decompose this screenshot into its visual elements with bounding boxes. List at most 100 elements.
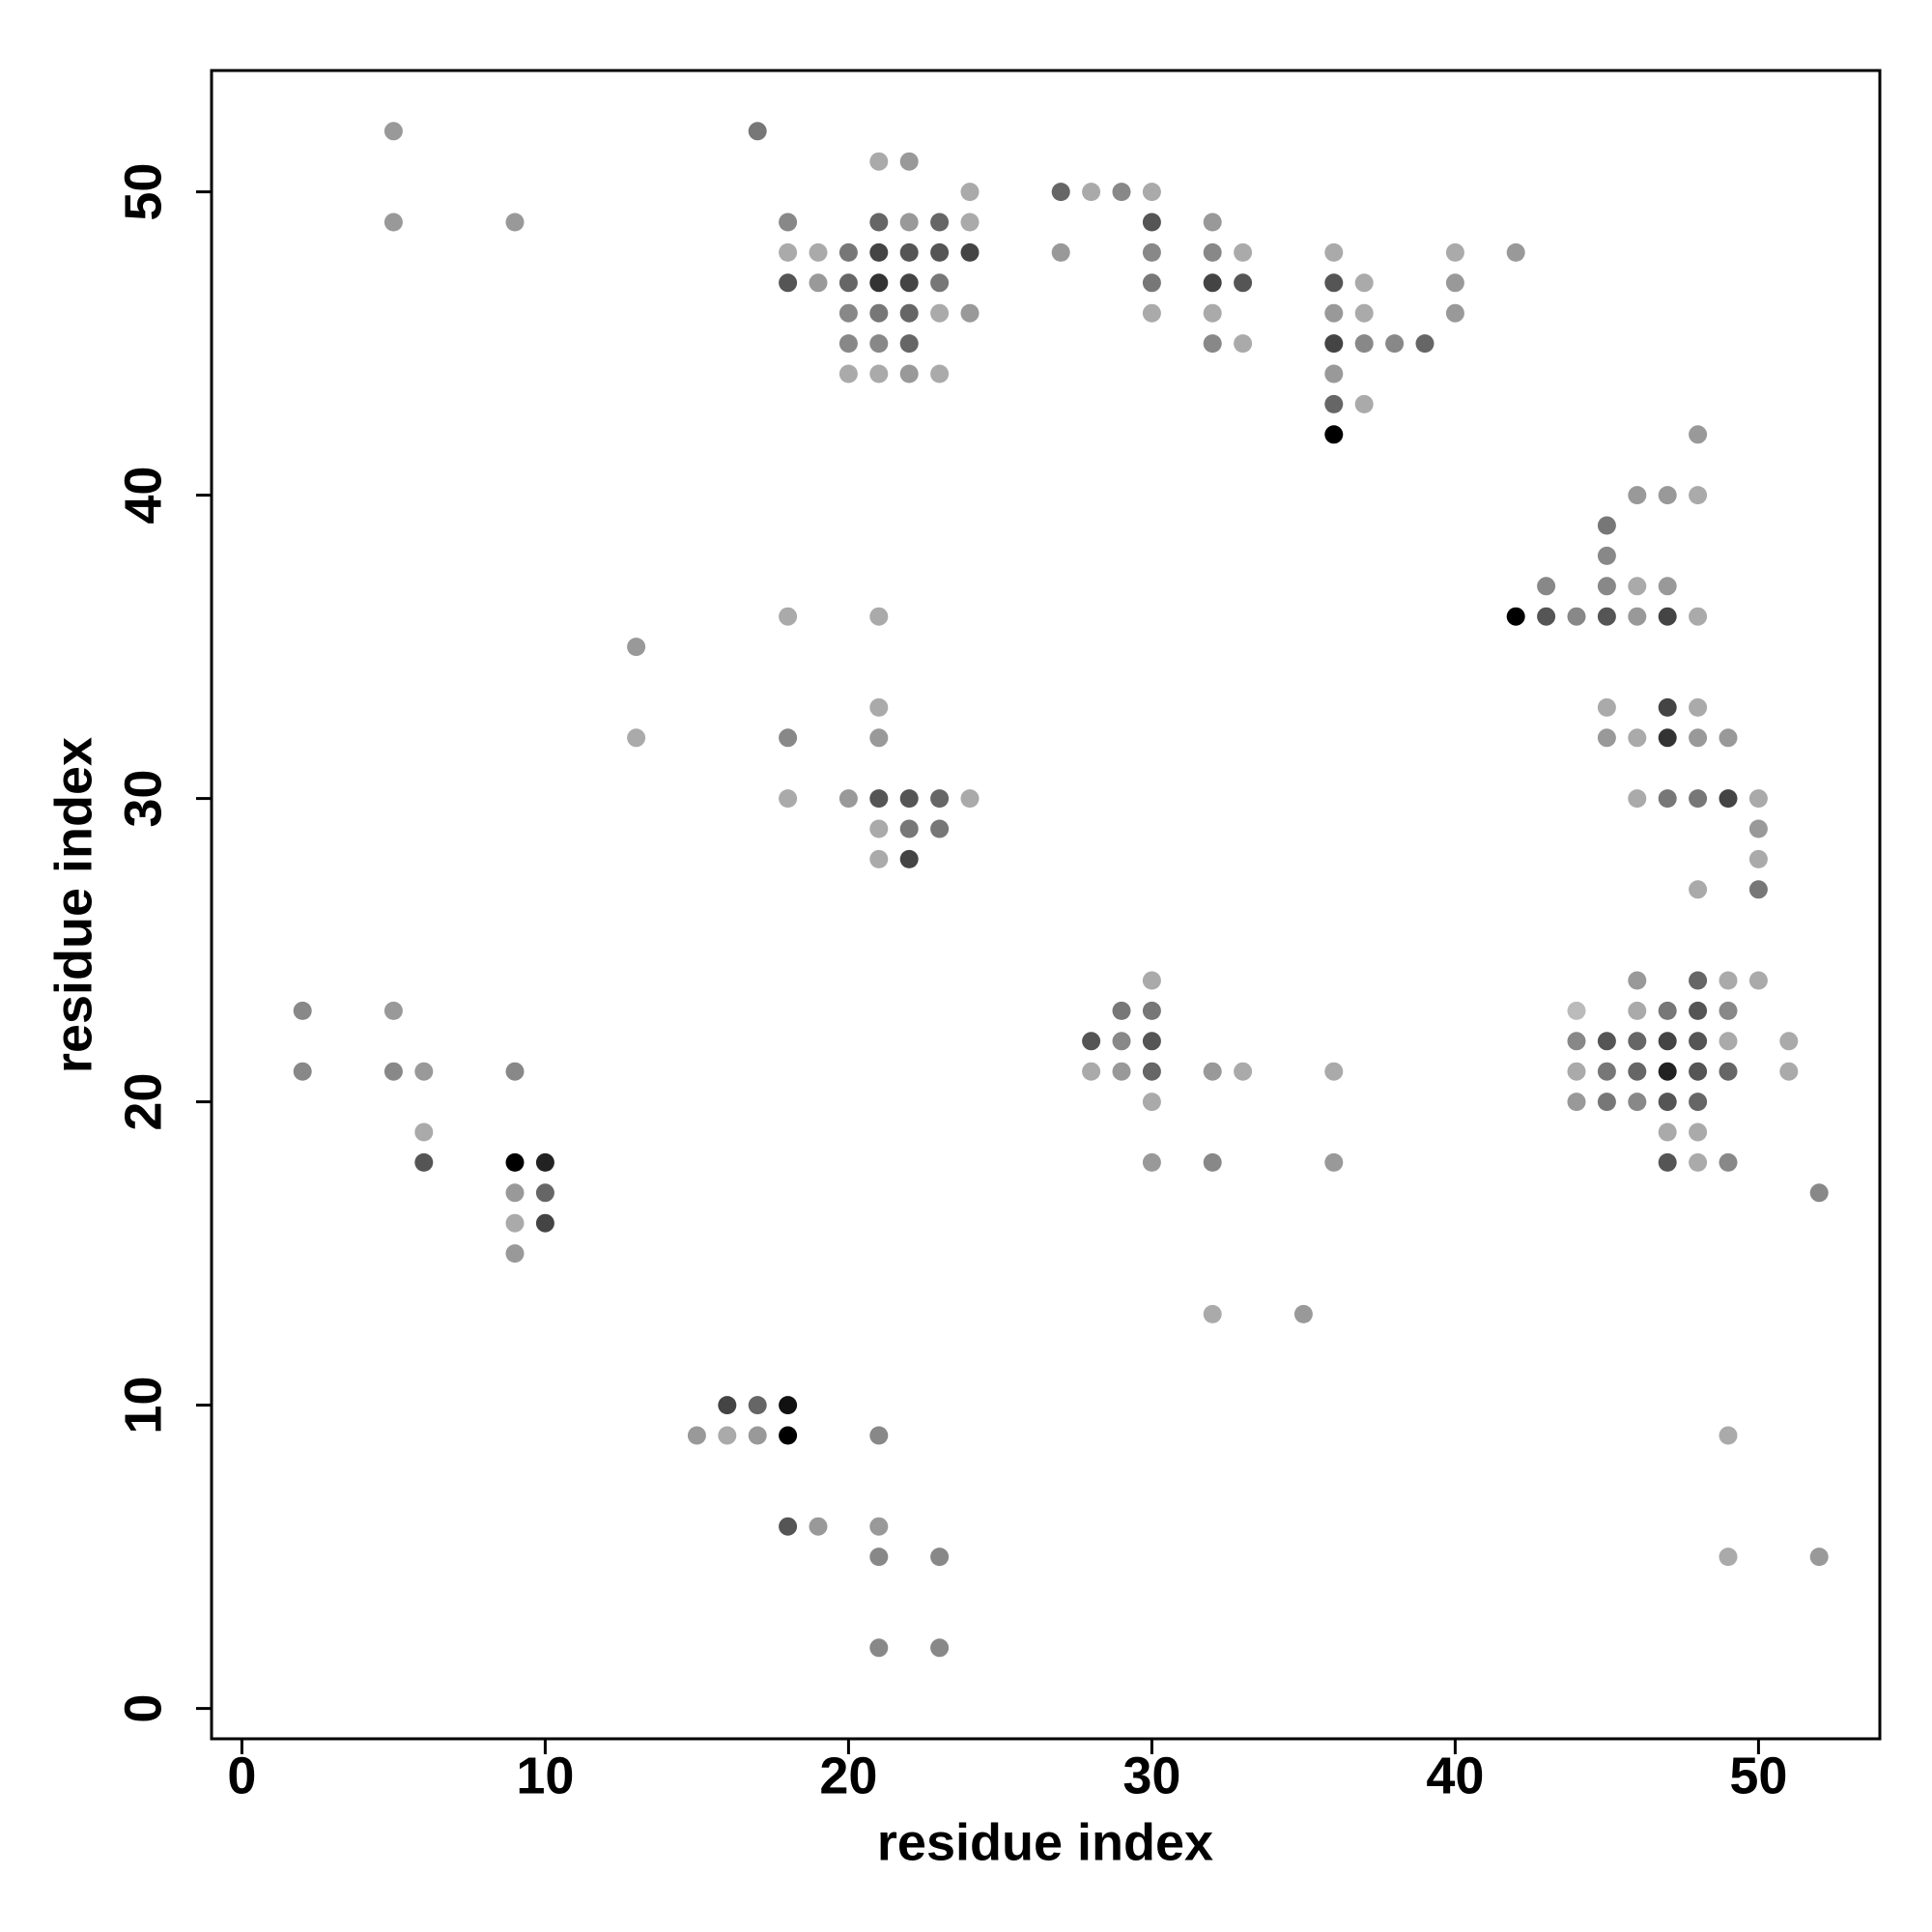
point (1809, 1548, 1829, 1567)
point (1142, 1001, 1161, 1020)
point (779, 213, 798, 232)
point (1658, 1152, 1677, 1172)
point (1324, 242, 1344, 262)
point (1779, 1062, 1799, 1081)
point (1628, 971, 1647, 990)
point (960, 242, 980, 262)
point (1203, 1062, 1222, 1081)
point (899, 213, 919, 232)
point (960, 183, 980, 202)
point (899, 849, 919, 868)
point (748, 122, 767, 141)
point (1689, 425, 1708, 444)
point (627, 728, 646, 748)
point (930, 273, 950, 293)
x-tick-label: 20 (819, 1747, 877, 1804)
point (1628, 1062, 1647, 1081)
point (1748, 849, 1768, 868)
point (1142, 183, 1161, 202)
point (1597, 516, 1616, 535)
point (1354, 303, 1374, 323)
point (1354, 334, 1374, 354)
point (1082, 1062, 1101, 1081)
point (414, 1152, 434, 1172)
point (748, 1396, 767, 1415)
x-axis-title: residue index (877, 1813, 1213, 1871)
point (1628, 1032, 1647, 1051)
point (809, 273, 828, 293)
point (505, 1062, 525, 1081)
point (809, 1517, 828, 1536)
point (505, 1152, 525, 1172)
point (1689, 486, 1708, 505)
point (718, 1396, 737, 1415)
point (384, 1062, 403, 1081)
point (1597, 1062, 1616, 1081)
point (869, 303, 889, 323)
point (1142, 273, 1161, 293)
point (1658, 1093, 1677, 1112)
point (1142, 213, 1161, 232)
point (1658, 1032, 1677, 1051)
point (1748, 819, 1768, 838)
point (1142, 303, 1161, 323)
point (1385, 334, 1405, 354)
point (1719, 1152, 1738, 1172)
point (1203, 303, 1222, 323)
point (1234, 273, 1253, 293)
point (1445, 242, 1464, 262)
point (869, 364, 889, 384)
point (960, 213, 980, 232)
point (1537, 577, 1556, 596)
point (869, 728, 889, 748)
point (1203, 273, 1222, 293)
point (1051, 183, 1070, 202)
point (869, 273, 889, 293)
point (1142, 1152, 1161, 1172)
point (1082, 1032, 1101, 1051)
point (1567, 1062, 1586, 1081)
y-tick-label: 0 (114, 1694, 172, 1723)
point (1658, 789, 1677, 809)
point (899, 242, 919, 262)
point (1689, 971, 1708, 990)
point (930, 213, 950, 232)
point (869, 789, 889, 809)
point (627, 638, 646, 657)
point (1324, 425, 1344, 444)
point (1142, 971, 1161, 990)
point (1203, 1304, 1222, 1323)
point (1719, 1001, 1738, 1020)
plot-frame (210, 69, 1882, 1741)
point (1324, 364, 1344, 384)
point (1719, 971, 1738, 990)
point (1567, 1032, 1586, 1051)
point (1628, 607, 1647, 626)
x-tick-label: 0 (227, 1747, 256, 1804)
point (1324, 1062, 1344, 1081)
point (930, 819, 950, 838)
point (1597, 577, 1616, 596)
point (1051, 242, 1070, 262)
point (1203, 1152, 1222, 1172)
point (899, 303, 919, 323)
point (1082, 183, 1101, 202)
point (1689, 1093, 1708, 1112)
point (1689, 1062, 1708, 1081)
point (1689, 607, 1708, 626)
point (1719, 789, 1738, 809)
point (1628, 728, 1647, 748)
point (293, 1062, 312, 1081)
point (779, 1426, 798, 1445)
point (505, 1213, 525, 1233)
point (1719, 1062, 1738, 1081)
point (1506, 607, 1525, 626)
point (930, 364, 950, 384)
point (1445, 273, 1464, 293)
point (1628, 1093, 1647, 1112)
point (869, 849, 889, 868)
point (899, 364, 919, 384)
point (1537, 607, 1556, 626)
point (869, 242, 889, 262)
point (1597, 546, 1616, 565)
